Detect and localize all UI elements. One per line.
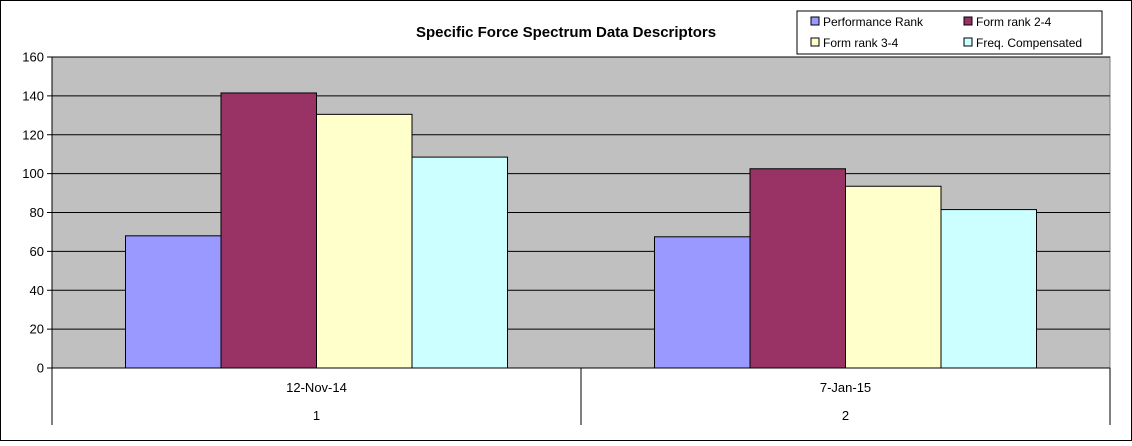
legend-swatch bbox=[810, 37, 820, 47]
bar-form-rank-3-4-1 bbox=[316, 113, 413, 369]
x-category-label: 7-Jan-15 bbox=[820, 380, 871, 395]
bar-freq-compensated-1 bbox=[411, 156, 508, 369]
y-tick-label: 160 bbox=[22, 50, 44, 65]
y-tick-label: 120 bbox=[22, 127, 44, 142]
y-tick-label: 60 bbox=[30, 244, 44, 259]
legend-box bbox=[796, 10, 1103, 55]
y-tick-label: 40 bbox=[30, 283, 44, 298]
legend: Performance Rank Form rank 2-4 Form rank 3… bbox=[796, 10, 1103, 55]
bar-freq-compensated-2 bbox=[940, 209, 1037, 369]
legend-swatch bbox=[963, 16, 973, 26]
x-category-sublabel: 1 bbox=[313, 408, 320, 423]
plot-area: 0 20 40 60 80 100 120 140 160 12-Nov-14 1 7-Jan-15 2 bbox=[22, 50, 1111, 425]
bar-performance-rank-2 bbox=[654, 236, 751, 369]
y-tick-label: 140 bbox=[22, 88, 44, 103]
y-tick-label: 100 bbox=[22, 166, 44, 181]
bar-form-rank-3-4-2 bbox=[845, 185, 942, 369]
x-category-label: 12-Nov-14 bbox=[286, 380, 347, 395]
y-tick-label: 20 bbox=[30, 322, 44, 337]
y-tick-label: 0 bbox=[37, 361, 44, 376]
legend-swatch bbox=[963, 37, 973, 47]
legend-label: Performance Rank bbox=[823, 15, 924, 29]
chart-title: Specific Force Spectrum Data Descriptors bbox=[416, 24, 716, 41]
legend-label: Freq. Compensated bbox=[976, 36, 1082, 50]
bar-form-rank-2-4-2 bbox=[749, 168, 846, 369]
legend-swatch bbox=[810, 16, 820, 26]
y-tick-label: 80 bbox=[30, 205, 44, 220]
legend-label: Form rank 2-4 bbox=[976, 15, 1052, 29]
bar-performance-rank-1 bbox=[125, 235, 222, 369]
legend-label: Form rank 3-4 bbox=[823, 36, 899, 50]
x-category-sublabel: 2 bbox=[842, 408, 849, 423]
bar-form-rank-2-4-1 bbox=[220, 92, 317, 369]
